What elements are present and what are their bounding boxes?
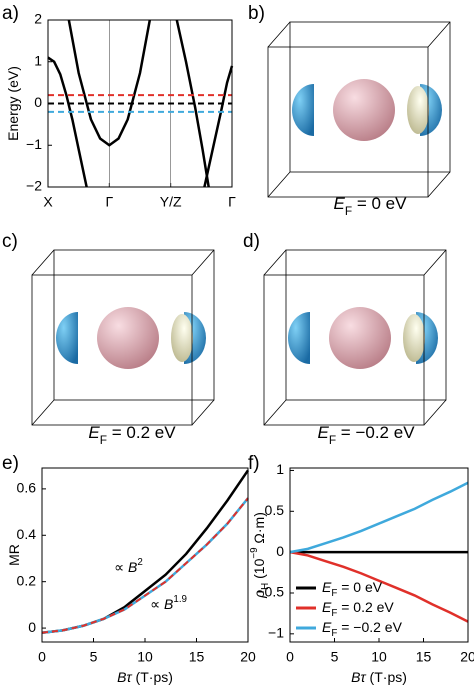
series-line [67,19,152,147]
panel-label: c) [2,231,18,252]
y-tick-label: 0 [34,94,42,110]
y-tick-label: 2 [34,11,42,27]
y-tick-label: −1 [268,625,284,641]
series-line [203,65,234,188]
panel-label: f) [248,453,260,474]
series-line [289,481,469,554]
x-tick-label: 10 [137,649,153,665]
x-tick-label: Y/Z [160,194,182,210]
panel-label: e) [2,453,19,474]
x-tick-label: 15 [416,649,432,665]
y-tick-label: 1 [276,461,284,477]
y-tick-label: −1 [26,136,42,152]
x-tick-label: 0 [286,649,294,665]
panel-label: a) [2,3,19,24]
y-tick-label: −0.5 [256,584,284,600]
x-tick-label: 20 [460,649,474,665]
plot-frame [289,467,469,643]
panel-label: d) [243,231,260,252]
series-line [175,19,210,188]
annotation: ∝ B1.9 [150,594,187,612]
caption: EF = 0 eV [334,194,408,218]
legend-label: EF = 0.2 eV [322,599,394,619]
fermi-surface-d [263,249,447,426]
x-tick-label: 0 [38,649,46,665]
legend-label: EF = −0.2 eV [322,619,403,639]
x-tick-label: Γ [105,194,113,210]
panel-label: b) [248,3,265,24]
y-tick-label: −2 [26,178,42,194]
y-axis-label: ρH (10−9 Ω·m) [249,512,271,599]
series-line [41,469,250,634]
y-axis-label: Energy (eV) [5,66,21,141]
x-tick-label: 5 [331,649,339,665]
plot-frame [41,467,249,643]
series-line [41,497,249,634]
y-tick-label: 0.2 [17,572,37,588]
x-tick-label: 20 [240,649,256,665]
x-tick-label: Γ [228,194,236,210]
legend-label: EF = 0 eV [322,579,383,599]
caption: EF = −0.2 eV [317,423,415,447]
y-tick-label: 0 [276,543,284,559]
plot-frame [47,19,233,188]
x-tick-label: X [43,194,53,210]
x-axis-label: Bτ (T·ps) [351,669,407,685]
caption: EF = 0.2 eV [88,423,176,447]
series-line [289,550,469,623]
x-tick-label: 5 [90,649,98,665]
series-line [47,56,88,188]
x-tick-label: 10 [371,649,387,665]
y-tick-label: 1 [34,52,42,68]
y-axis-label: MR [6,544,22,566]
y-tick-label: 0 [28,619,36,635]
fermi-surface-b [267,21,451,198]
x-axis-label: Bτ (T·ps) [117,669,173,685]
annotation: ∝ B2 [114,557,143,575]
y-tick-label: 0.5 [265,502,285,518]
series-line [41,497,249,634]
fermi-surface-c [31,249,215,426]
y-tick-label: 0.4 [17,526,37,542]
y-tick-label: 0.6 [17,480,37,496]
x-tick-label: 15 [189,649,205,665]
